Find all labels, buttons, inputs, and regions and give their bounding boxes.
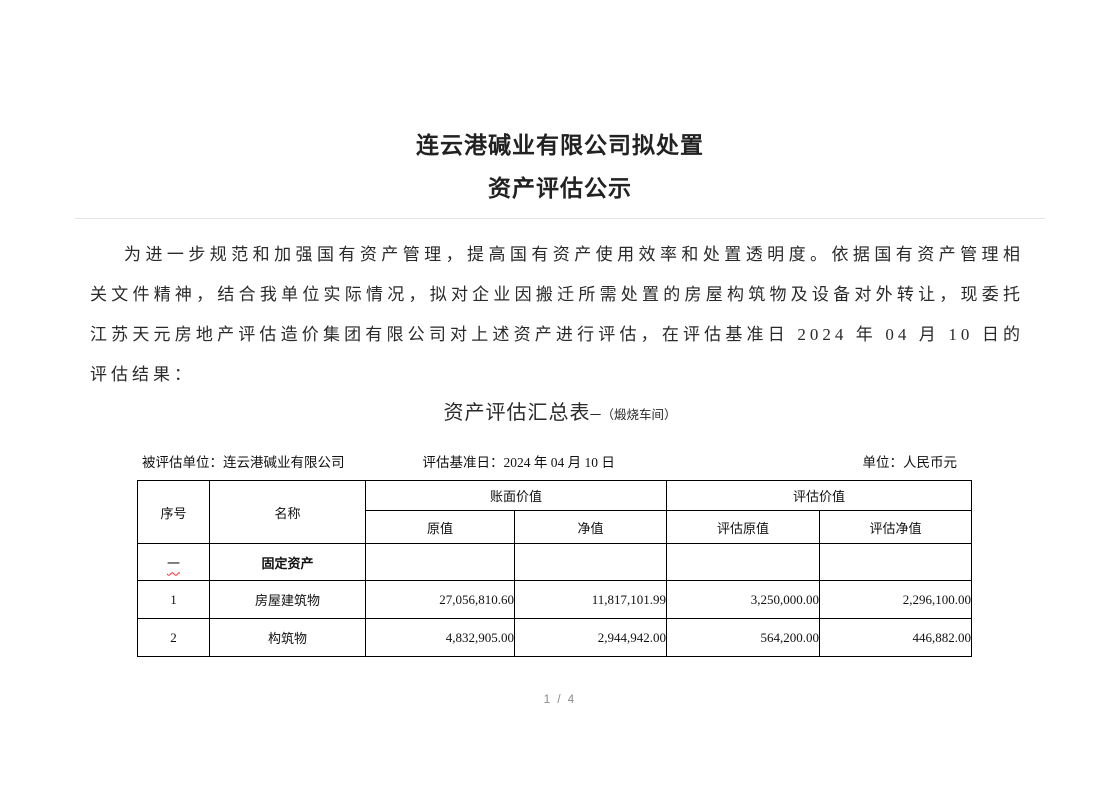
cell-assessed-original-value: 3,250,000.00: [666, 580, 821, 619]
cell-name: 房屋建筑物: [209, 580, 366, 619]
header-index: 序号: [137, 480, 210, 544]
cell-index: 1: [137, 580, 210, 619]
cell-assessed-original-value: [666, 543, 821, 581]
document-title: 连云港碱业有限公司拟处置 资产评估公示: [0, 0, 1120, 210]
table-caption-sub: （煅烧车间）: [601, 408, 677, 422]
header-name: 名称: [209, 480, 366, 544]
cell-index: 2: [137, 618, 210, 657]
header-original-value: 原值: [365, 510, 515, 544]
table-row: 1 房屋建筑物 27,056,810.60 11,817,101.99 3,25…: [137, 580, 973, 619]
cell-original-value: 27,056,810.60: [365, 580, 515, 619]
cell-index: 一: [137, 543, 210, 581]
asset-valuation-table: 序号 名称 账面价值 评估价值 原值 净值 评估原值 评估净值 一 固定资产: [137, 480, 973, 657]
page-number: 1 / 4: [543, 694, 577, 706]
table-row: 2 构筑物 4,832,905.00 2,944,942.00 564,200.…: [137, 618, 973, 657]
cell-assessed-original-value: 564,200.00: [666, 618, 821, 657]
cell-assessed-net-value: 446,882.00: [819, 618, 973, 657]
cell-assessed-net-value: [819, 543, 973, 581]
meta-evaluated-unit: 被评估单位：连云港碱业有限公司: [142, 455, 345, 470]
table-meta-row: 被评估单位：连云港碱业有限公司 评估基准日：2024 年 04 月 10 日 单…: [142, 451, 957, 471]
spellcheck-squiggle-text: 一: [166, 555, 180, 571]
title-line-1: 连云港碱业有限公司拟处置: [416, 133, 704, 158]
meta-currency-unit: 单位：人民币元: [862, 455, 958, 470]
header-book-value-group: 账面价值: [364, 480, 668, 511]
meta-base-date: 评估基准日：2024 年 04 月 10 日: [422, 455, 615, 470]
table-header-row-1: 序号 名称 账面价值 评估价值: [137, 480, 973, 544]
cell-assessed-net-value: 2,296,100.00: [819, 580, 973, 619]
section-divider: [75, 218, 1045, 219]
header-assessed-value-group: 评估价值: [666, 480, 973, 511]
table-caption-main: 资产评估汇总表–: [443, 402, 602, 424]
table-row-category: 一 固定资产: [137, 543, 973, 581]
header-net-value: 净值: [513, 510, 668, 544]
cell-name: 构筑物: [209, 618, 366, 657]
cell-original-value: [365, 543, 515, 581]
title-line-2: 资产评估公示: [488, 176, 632, 201]
cell-name: 固定资产: [209, 543, 366, 581]
cell-net-value: [513, 543, 668, 581]
header-assessed-net-value: 评估净值: [819, 510, 973, 544]
cell-net-value: 11,817,101.99: [513, 580, 668, 619]
table-header-row-2: 原值 净值 评估原值 评估净值: [138, 510, 973, 544]
header-assessed-original-value: 评估原值: [666, 510, 821, 544]
cell-original-value: 4,832,905.00: [365, 618, 515, 657]
body-paragraph: 为进一步规范和加强国有资产管理，提高国有资产使用效率和处置透明度。依据国有资产管…: [90, 245, 1024, 384]
cell-net-value: 2,944,942.00: [513, 618, 668, 657]
table-caption: 资产评估汇总表–（煅烧车间）: [0, 399, 1120, 429]
